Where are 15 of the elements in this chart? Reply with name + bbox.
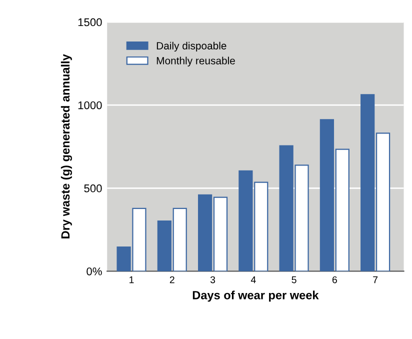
legend-label: Monthly reusable — [156, 56, 235, 66]
x-tick-label: 7 — [373, 276, 378, 284]
x-tick-label: 1 — [130, 276, 134, 284]
x-tick-label: 4 — [250, 276, 256, 284]
y-axis-title: Dry waste (g) generated annually — [60, 54, 72, 238]
x-tick-label: 2 — [170, 276, 174, 284]
x-tick-label: 5 — [292, 276, 296, 284]
x-axis-title: Days of wear per week — [192, 290, 319, 302]
y-tick-label: 1000 — [78, 101, 102, 110]
x-tick-label: 3 — [210, 276, 216, 284]
x-tick-label: 6 — [332, 276, 337, 284]
y-tick-label: 500 — [84, 184, 102, 192]
y-tick-label: 0% — [86, 267, 102, 276]
y-tick-label: 1500 — [78, 18, 102, 26]
legend-label: Daily dispoable — [156, 42, 226, 52]
